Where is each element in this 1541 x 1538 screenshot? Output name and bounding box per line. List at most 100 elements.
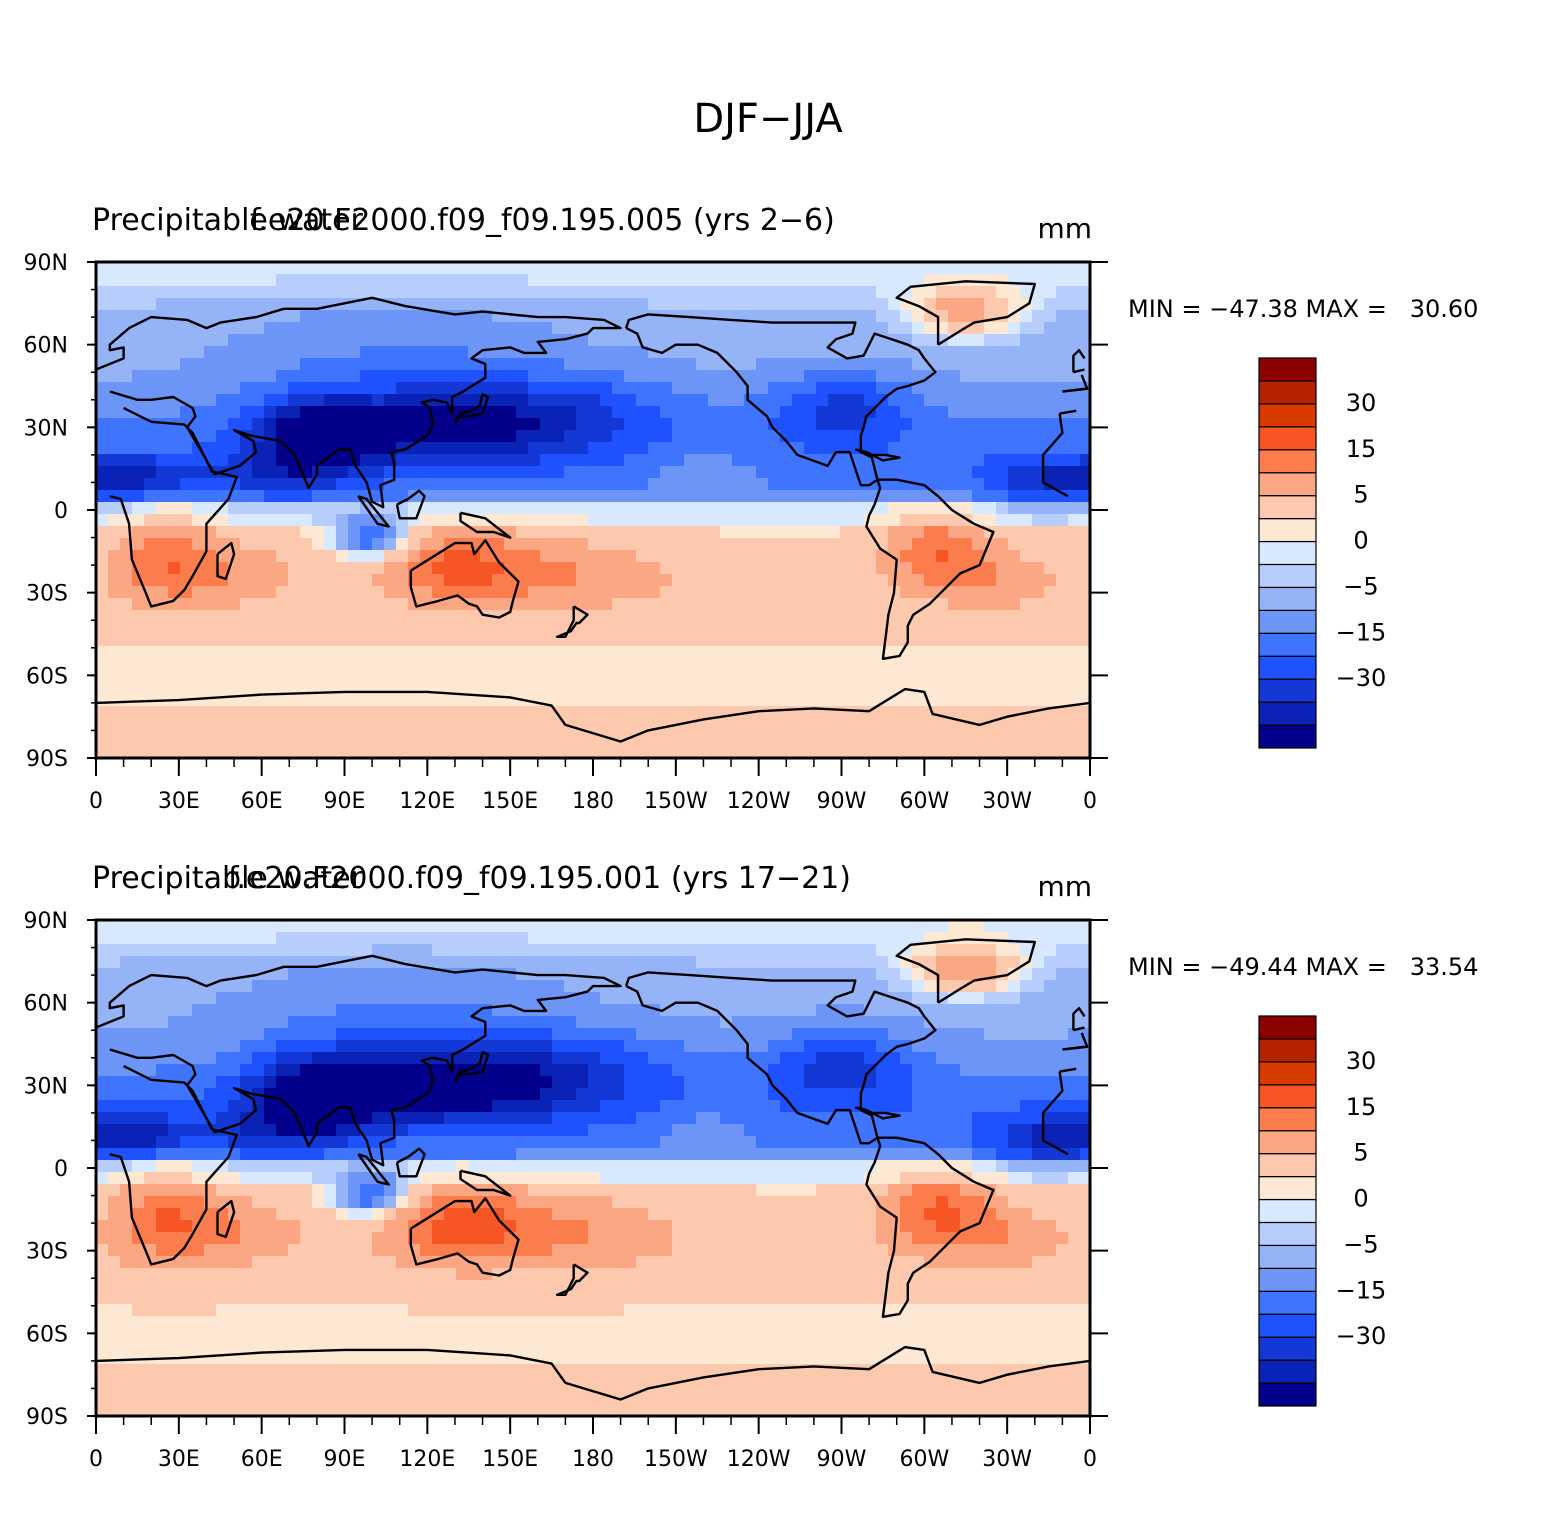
field-cell <box>768 718 781 731</box>
field-cell <box>192 742 205 755</box>
field-cell <box>156 634 169 647</box>
field-cell <box>528 382 541 395</box>
field-cell <box>456 430 469 443</box>
field-cell <box>1032 634 1045 647</box>
field-cell <box>312 980 325 993</box>
field-cell <box>900 310 913 323</box>
field-cell <box>480 430 493 443</box>
field-cell <box>888 322 901 335</box>
field-cell <box>96 322 109 335</box>
field-cell <box>276 586 289 599</box>
field-cell <box>828 1016 841 1029</box>
field-cell <box>840 430 853 443</box>
field-cell <box>744 754 757 758</box>
field-cell <box>732 442 745 455</box>
field-cell <box>396 1076 409 1089</box>
field-cell <box>648 286 661 299</box>
colorbar-label: −15 <box>1336 618 1387 646</box>
field-cell <box>1044 634 1057 647</box>
field-cell <box>384 394 397 407</box>
field-cell <box>900 406 913 419</box>
field-cell <box>96 406 109 419</box>
field-cell <box>732 646 745 659</box>
field-cell <box>192 454 205 467</box>
field-cell <box>432 346 445 359</box>
field-cell <box>144 980 157 993</box>
field-cell <box>672 526 685 539</box>
field-cell <box>612 394 625 407</box>
field-cell <box>144 1088 157 1101</box>
field-cell <box>696 932 709 945</box>
field-cell <box>444 622 457 635</box>
field-cell <box>204 1040 217 1053</box>
field-cell <box>540 1040 553 1053</box>
field-cell <box>384 610 397 623</box>
field-cell <box>348 394 361 407</box>
field-cell <box>300 418 313 431</box>
field-cell <box>108 310 121 323</box>
field-cell <box>252 394 265 407</box>
field-cell <box>1008 1076 1021 1089</box>
field-cell <box>960 298 973 311</box>
field-cell <box>708 538 721 551</box>
field-cell <box>564 442 577 455</box>
field-cell <box>648 598 661 611</box>
field-cell <box>828 610 841 623</box>
field-cell <box>1080 968 1090 981</box>
field-cell <box>312 466 325 479</box>
field-cell <box>612 1064 625 1077</box>
field-cell <box>912 274 925 287</box>
field-cell <box>768 622 781 635</box>
field-cell <box>1056 610 1069 623</box>
field-cell <box>720 1052 733 1065</box>
field-cell <box>228 1016 241 1029</box>
field-cell <box>336 742 349 755</box>
field-cell <box>396 466 409 479</box>
field-cell <box>792 920 805 933</box>
field-cell <box>1056 730 1069 743</box>
field-cell <box>372 598 385 611</box>
field-cell <box>1080 1064 1090 1077</box>
field-cell <box>468 694 481 707</box>
field-cell <box>372 418 385 431</box>
field-cell <box>348 490 361 503</box>
field-cell <box>1020 1016 1033 1029</box>
field-cell <box>960 598 973 611</box>
field-cell <box>708 358 721 371</box>
field-cell <box>660 694 673 707</box>
field-cell <box>408 610 421 623</box>
field-cell <box>768 574 781 587</box>
field-cell <box>360 1040 373 1053</box>
field-cell <box>360 622 373 635</box>
field-cell <box>912 992 925 1005</box>
field-cell <box>924 646 937 659</box>
field-cell <box>252 466 265 479</box>
field-cell <box>180 754 193 758</box>
field-cell <box>624 634 637 647</box>
field-cell <box>396 718 409 731</box>
field-cell <box>912 538 925 551</box>
field-cell <box>408 286 421 299</box>
field-cell <box>888 346 901 359</box>
field-cell <box>480 442 493 455</box>
field-cell <box>360 1076 373 1089</box>
field-cell <box>612 1076 625 1089</box>
field-cell <box>612 526 625 539</box>
field-cell <box>156 1112 169 1125</box>
field-cell <box>780 1076 793 1089</box>
field-cell <box>240 980 253 993</box>
field-cell <box>540 980 553 993</box>
field-cell <box>636 502 649 515</box>
field-cell <box>228 992 241 1005</box>
field-cell <box>312 730 325 743</box>
field-cell <box>600 286 613 299</box>
field-cell <box>444 346 457 359</box>
field-cell <box>240 1064 253 1077</box>
field-cell <box>516 742 529 755</box>
field-cell <box>1056 634 1069 647</box>
field-cell <box>984 514 997 527</box>
field-cell <box>360 1028 373 1041</box>
field-cell <box>432 1028 445 1041</box>
field-cell <box>828 586 841 599</box>
field-cell <box>324 502 337 515</box>
